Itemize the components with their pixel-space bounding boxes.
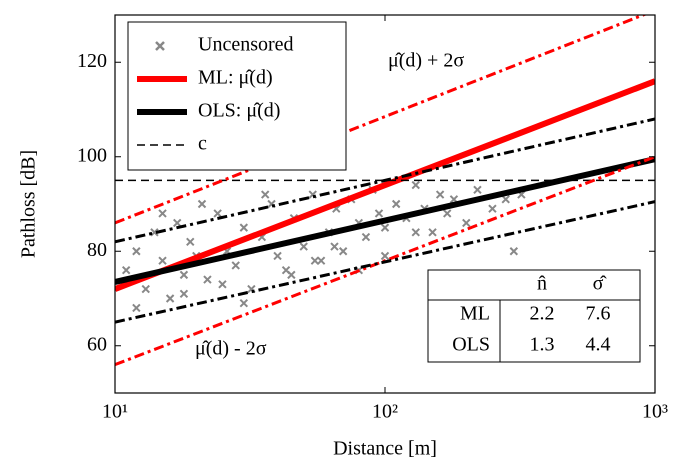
scatter-point	[374, 209, 384, 218]
line	[115, 156, 655, 285]
table-cell: 2.2	[530, 303, 555, 325]
y-axis-label: Pathloss [dB]	[18, 150, 40, 258]
scatter-point	[179, 270, 189, 280]
scatter-point	[391, 199, 401, 209]
x-tick-label: 10³	[642, 401, 668, 423]
scatter-point	[218, 280, 227, 289]
line	[115, 78, 655, 292]
scatter-point	[121, 265, 131, 275]
table-row-label: ML	[460, 303, 490, 325]
legend-label: OLS: μ̂(d)	[198, 100, 280, 122]
scatter-point	[239, 299, 249, 308]
legend-label: c	[198, 133, 207, 155]
y-tick-label: 120	[77, 50, 107, 72]
line	[115, 200, 655, 324]
x-tick-label: 10¹	[102, 401, 128, 423]
scatter-point	[473, 185, 482, 195]
table-cell: 1.3	[530, 334, 555, 356]
scatter-point	[132, 247, 141, 256]
annotation: μ̂(d) + 2σ	[388, 50, 464, 72]
y-tick-label: 60	[87, 333, 107, 355]
y-tick-label: 80	[87, 239, 107, 261]
scatter-point	[132, 303, 141, 313]
scatter-point	[203, 275, 212, 284]
table-box	[427, 269, 641, 363]
table-cell: 7.6	[586, 303, 611, 325]
scatter-point	[231, 261, 240, 270]
scatter-point	[443, 209, 452, 218]
scatter-point	[488, 204, 497, 213]
table-row-label: OLS	[452, 334, 490, 356]
scatter-point	[213, 209, 222, 218]
scatter-point	[428, 228, 437, 237]
scatter-point	[316, 256, 326, 265]
scatter-point	[411, 180, 420, 190]
scatter-point	[411, 228, 420, 237]
scatter-point	[179, 289, 189, 298]
scatter-point	[361, 232, 371, 242]
y-tick-label: 100	[77, 144, 107, 166]
scatter-point	[509, 247, 519, 256]
x-tick-label: 10²	[372, 401, 398, 423]
legend-label: ML: μ̂(d)	[198, 67, 273, 89]
scatter-point	[239, 223, 249, 232]
table-header: n̂	[537, 273, 547, 295]
scatter-point	[273, 251, 282, 261]
table-cell: 4.4	[586, 334, 611, 356]
line	[115, 117, 655, 244]
scatter-point	[310, 256, 320, 265]
scatter-point	[435, 190, 445, 199]
scatter-point	[380, 223, 390, 232]
annotation: μ̂(d) - 2σ	[195, 338, 267, 360]
scatter-point	[299, 242, 308, 251]
scatter-point	[173, 218, 182, 228]
scatter-point	[186, 237, 195, 247]
scatter-point	[330, 242, 339, 251]
scatter-point	[197, 199, 207, 209]
scatter-point	[158, 209, 167, 218]
scatter-point	[141, 284, 150, 294]
scatter-point	[501, 195, 510, 204]
legend-marker	[155, 41, 165, 51]
scatter-point	[260, 190, 270, 199]
scatter-point	[287, 270, 296, 280]
plot-area	[115, 15, 655, 367]
scatter-point	[338, 247, 348, 256]
x-axis-label: Distance [m]	[333, 438, 437, 460]
scatter-point	[380, 251, 390, 261]
line	[115, 15, 648, 225]
scatter-point	[158, 256, 167, 265]
scatter-point	[165, 294, 175, 303]
scatter-point	[462, 218, 471, 228]
legend-label: Uncensored	[198, 34, 294, 56]
